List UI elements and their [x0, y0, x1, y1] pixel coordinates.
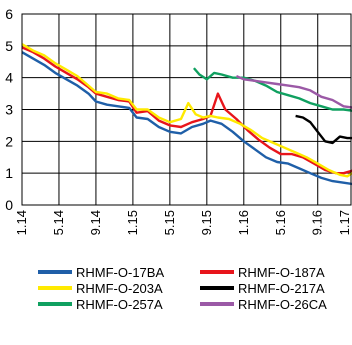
series-line-rhmf-o-217a	[295, 114, 352, 145]
legend-label: RHMF-O-257A	[76, 297, 163, 312]
x-tick-label: 1.14	[14, 210, 29, 235]
legend-label: RHMF-O-26CA	[238, 297, 327, 312]
y-tick-label: 3	[5, 102, 13, 118]
legend-label: RHMF-O-187A	[238, 265, 325, 280]
x-tick-label: 5.15	[162, 210, 177, 235]
x-tick-label: 9.15	[199, 210, 214, 235]
series-lines	[21, 43, 352, 186]
y-tick-label: 5	[5, 38, 13, 54]
series-line-rhmf-o-26ca	[235, 74, 352, 109]
grid	[21, 13, 351, 206]
plot-frame	[21, 13, 352, 206]
x-tick-label: 1.17	[337, 210, 352, 235]
y-tick-label: 0	[5, 197, 13, 213]
series-line-rhmf-o-187a	[21, 46, 352, 175]
series-line-rhmf-o-257a	[192, 67, 352, 112]
y-axis: 0 1 2 3 4 5 6	[5, 6, 13, 213]
x-tick-label: 1.16	[236, 210, 251, 235]
x-axis: 1.14 5.14 9.14 1.15 5.15 9.15 1.16 5.16 9.16 1.17	[14, 210, 352, 235]
x-tick-label: 1.15	[125, 210, 140, 235]
series-line-rhmf-o-203a	[21, 43, 352, 178]
x-tick-label: 9.16	[310, 210, 325, 235]
y-tick-label: 2	[5, 133, 13, 149]
legend-label: RHMF-O-17BA	[76, 265, 164, 280]
y-tick-label: 6	[5, 6, 13, 22]
series-line-rhmf-o-17ba	[21, 51, 352, 186]
x-tick-label: 5.16	[273, 210, 288, 235]
x-tick-label: 9.14	[88, 210, 103, 235]
y-tick-label: 1	[5, 165, 13, 181]
legend-label: RHMF-O-203A	[76, 281, 163, 296]
y-tick-label: 4	[5, 70, 13, 86]
x-tick-label: 5.14	[51, 210, 66, 235]
legend-label: RHMF-O-217A	[238, 281, 325, 296]
